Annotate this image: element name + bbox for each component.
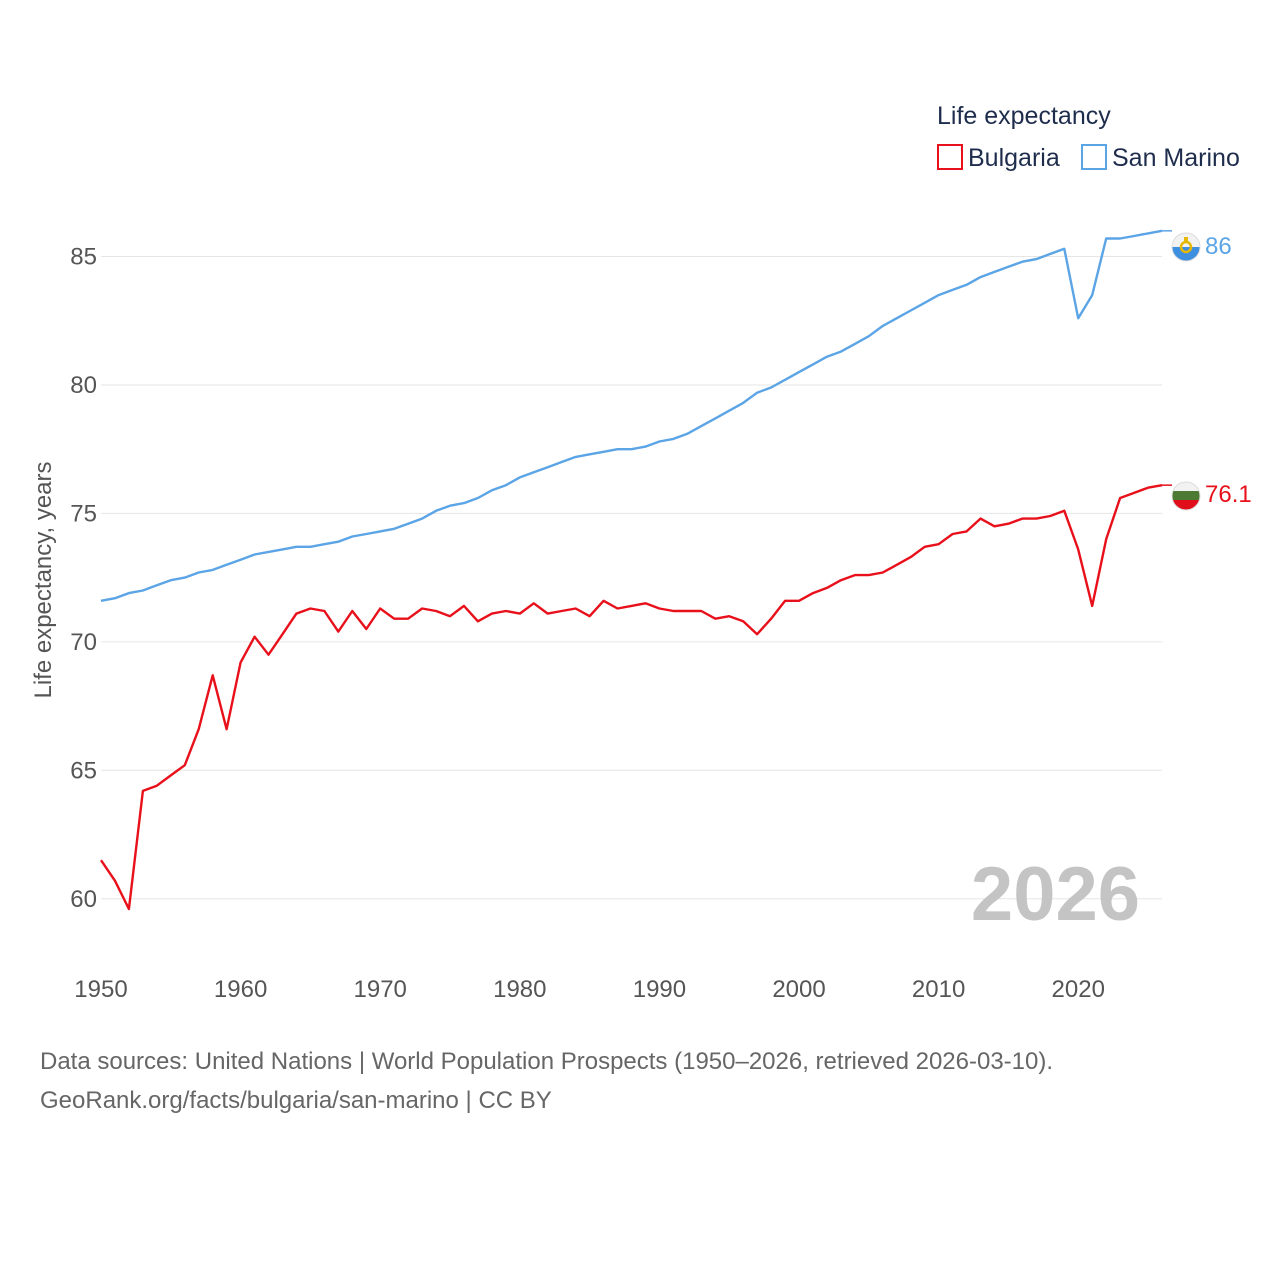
x-tick-label-1980: 1980 [493, 976, 546, 1003]
legend-swatch-bulgaria[interactable] [937, 144, 963, 170]
legend-title: Life expectancy [937, 102, 1111, 130]
x-tick-label-1990: 1990 [633, 976, 686, 1003]
grid-lines [101, 256, 1162, 900]
legend-label-bulgaria[interactable]: Bulgaria [968, 144, 1060, 172]
x-tick-label-1970: 1970 [354, 976, 407, 1003]
bulgaria-flag-icon [1172, 482, 1200, 510]
legend-label-san-marino[interactable]: San Marino [1112, 144, 1240, 172]
source-line-link[interactable]: GeoRank.org/facts/bulgaria/san-marino | … [40, 1087, 552, 1114]
x-tick-label-2010: 2010 [912, 976, 965, 1003]
x-tick-label-2000: 2000 [772, 976, 825, 1003]
legend-swatch-san-marino[interactable] [1081, 144, 1107, 170]
y-tick-label-85: 85 [70, 244, 97, 271]
y-axis-title: Life expectancy, years [30, 461, 57, 698]
series-line-san-marino[interactable] [100, 229, 1163, 602]
source-line-data: Data sources: United Nations | World Pop… [40, 1048, 1054, 1075]
x-tick-label-1950: 1950 [74, 976, 127, 1003]
x-tick-label-1960: 1960 [214, 976, 267, 1003]
year-watermark: 2026 [971, 852, 1140, 937]
san-marino-flag-icon [1172, 233, 1200, 261]
series-line-bulgaria[interactable] [100, 484, 1163, 911]
bulgaria-end-value: 76.1 [1205, 481, 1252, 508]
bulgaria-flag-border [1171, 481, 1201, 511]
y-tick-label-70: 70 [70, 629, 97, 656]
y-tick-label-75: 75 [70, 500, 97, 527]
y-tick-label-80: 80 [70, 372, 97, 399]
y-axis-ticks: 60 65 70 75 80 85 [70, 244, 97, 913]
x-axis-ticks: 1950 1960 1970 1980 1990 2000 2010 2020 [74, 976, 1105, 1003]
y-tick-label-60: 60 [70, 886, 97, 913]
series-lines [100, 229, 1172, 911]
source-note: Data sources: United Nations | World Pop… [40, 1042, 1260, 1120]
san-marino-end-value: 86 [1205, 233, 1232, 260]
x-tick-label-2020: 2020 [1052, 976, 1105, 1003]
legend: Life expectancy Bulgaria San Marino [937, 102, 1240, 172]
y-tick-label-65: 65 [70, 757, 97, 784]
san-marino-flag-border [1171, 232, 1201, 262]
